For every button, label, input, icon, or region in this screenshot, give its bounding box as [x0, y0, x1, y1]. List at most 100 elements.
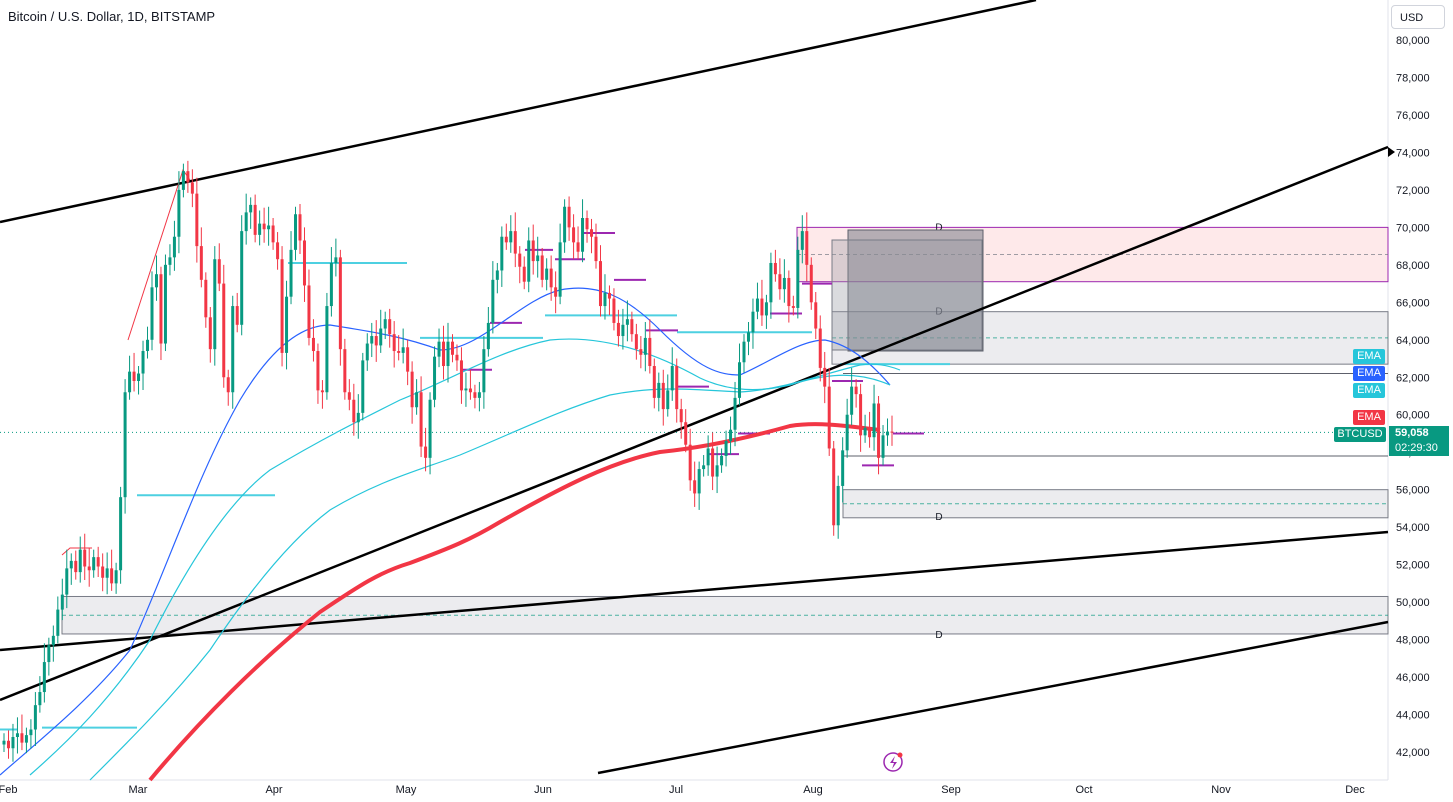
- candle-body: [105, 568, 109, 578]
- candle-body: [877, 403, 881, 458]
- x-tick-label: Sep: [941, 784, 961, 796]
- candle-body: [74, 560, 78, 573]
- candle-body: [311, 337, 315, 352]
- candle-body: [513, 231, 517, 254]
- candle-body: [177, 189, 181, 237]
- candle-body: [558, 242, 562, 297]
- candle-body: [289, 249, 293, 297]
- candle-body: [572, 227, 576, 243]
- candle-body: [607, 292, 611, 299]
- candle-body: [531, 240, 535, 262]
- candle-body: [141, 351, 145, 374]
- candle-body: [590, 229, 594, 237]
- candle-body: [114, 570, 118, 584]
- candle-body: [69, 560, 73, 569]
- candle-body: [450, 341, 454, 355]
- candle-body: [863, 427, 867, 436]
- candle-body: [670, 366, 674, 391]
- candle-body: [845, 414, 849, 451]
- candle-body: [47, 645, 51, 663]
- candle-body: [886, 431, 890, 436]
- candle-body: [598, 261, 602, 307]
- candle-body: [549, 268, 553, 288]
- ema-tag-cyan-upper: EMA: [1353, 349, 1385, 364]
- candle-body: [859, 394, 863, 436]
- candle-body: [715, 465, 719, 477]
- candle-body: [437, 341, 441, 357]
- x-tick-label: Apr: [265, 784, 282, 796]
- candle-body: [567, 206, 571, 228]
- candle-body: [204, 279, 208, 318]
- trend-arrow-icon: [1388, 147, 1395, 157]
- candle-body: [101, 566, 105, 578]
- candle-body: [742, 341, 746, 363]
- candle-body: [500, 236, 504, 271]
- trend-line: [0, 0, 1037, 224]
- candle-body: [267, 225, 271, 230]
- candle-body: [509, 231, 513, 243]
- candle-body: [733, 397, 737, 430]
- candle-body: [15, 733, 19, 738]
- candle-body: [132, 371, 136, 382]
- candle-body: [581, 218, 585, 252]
- candle-body: [338, 257, 342, 350]
- candle-body: [285, 296, 289, 353]
- candle-body: [334, 257, 338, 263]
- candle-body: [370, 336, 374, 344]
- candle-body: [491, 279, 495, 323]
- candle-body: [787, 277, 791, 307]
- candle-body: [253, 204, 257, 235]
- candle-body: [800, 231, 804, 250]
- currency-selector[interactable]: USD: [1391, 5, 1445, 29]
- ema-tag-blue: EMA: [1353, 366, 1385, 381]
- candle-body: [83, 549, 87, 567]
- candle-body: [738, 362, 742, 398]
- candle-body: [576, 242, 580, 252]
- candle-body: [392, 334, 396, 352]
- candle-body: [720, 455, 724, 466]
- candle-body: [42, 662, 46, 693]
- candle-body: [56, 609, 60, 636]
- symbol-tag: BTCUSD: [1334, 427, 1386, 442]
- candle-body: [383, 319, 387, 329]
- candle-body: [168, 257, 172, 265]
- chart-title: Bitcoin / U.S. Dollar, 1D, BITSTAMP: [8, 9, 216, 24]
- candle-body: [244, 212, 248, 232]
- candle-body: [208, 317, 212, 350]
- candle-body: [87, 566, 91, 571]
- candle-body: [455, 354, 459, 361]
- candle-body: [616, 322, 620, 337]
- candle-body: [854, 386, 858, 395]
- candle-body: [51, 635, 55, 646]
- candle-body: [329, 262, 333, 307]
- y-tick-label: 80,000: [1396, 35, 1430, 47]
- candle-body: [410, 371, 414, 408]
- candle-body: [96, 557, 100, 567]
- candle-body: [298, 214, 302, 241]
- candle-body: [235, 306, 239, 325]
- y-tick-label: 76,000: [1396, 110, 1430, 122]
- candle-body: [746, 332, 750, 342]
- candle-body: [652, 366, 656, 398]
- candle-body: [814, 302, 818, 329]
- candle-body: [424, 446, 428, 458]
- candle-body: [778, 274, 782, 290]
- x-tick-label: Nov: [1211, 784, 1231, 796]
- candle-body: [356, 412, 360, 423]
- candle-body: [540, 255, 544, 280]
- candle-body: [213, 259, 217, 350]
- candle-body: [20, 733, 24, 743]
- candle-body: [755, 298, 759, 312]
- candle-body: [60, 594, 64, 610]
- candle-body: [199, 246, 203, 280]
- y-tick-label: 74,000: [1396, 147, 1430, 159]
- candle-body: [38, 692, 42, 706]
- candle-body: [639, 349, 643, 355]
- candle-body: [809, 264, 813, 303]
- candle-body: [702, 465, 706, 470]
- candle-body: [428, 399, 432, 458]
- candle-body: [320, 390, 324, 393]
- candle-body: [536, 255, 540, 262]
